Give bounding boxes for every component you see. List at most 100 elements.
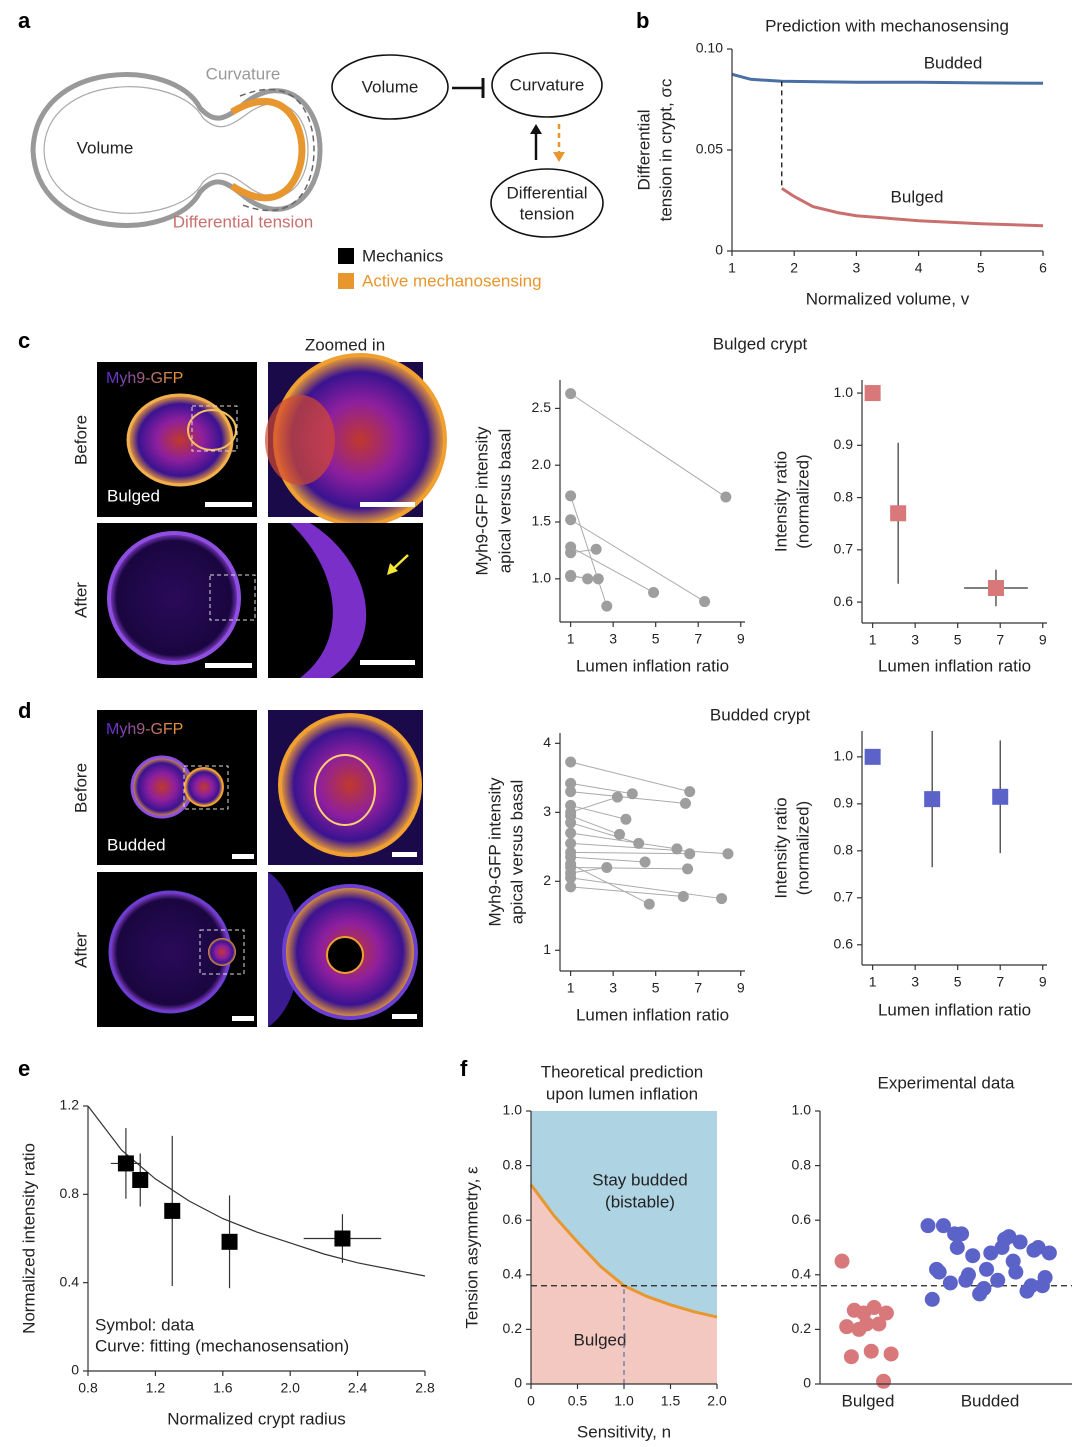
node-label: tension [520,204,575,223]
pair-link [570,546,654,593]
node-label: Differential [507,183,588,202]
point [871,1316,887,1332]
y-tick-label: 0.6 [834,593,854,609]
shape-label: Bulged [107,486,160,505]
point [958,1272,974,1288]
arrowhead [387,563,398,575]
series-label: Bulged [891,187,944,206]
point-after [677,890,689,902]
point [883,1346,899,1362]
x-tick-label: 5 [977,260,985,276]
schematic-label: Curvature [206,64,281,83]
point-before [565,786,577,798]
pair-link [570,393,727,498]
y-tick-label: 0.8 [792,1156,812,1172]
y-tick-label: 0.4 [503,1266,523,1282]
chart-title: Experimental data [877,1073,1015,1092]
point [947,1226,963,1242]
x-tick-label: 1 [728,260,736,276]
crypt-lumen [326,936,364,974]
point [924,791,941,808]
point [1001,1229,1017,1245]
scale-bar [392,1014,417,1019]
x-axis-label: Lumen inflation ratio [576,1005,729,1024]
point-before [565,881,577,893]
curvature-arc [239,88,315,212]
row-label: After [71,932,90,968]
node [491,52,603,118]
y-axis-label: (normalized) [793,454,812,548]
point [864,748,881,765]
point-after [601,600,613,612]
point-after [679,797,691,809]
pair-link [570,856,646,863]
point [1041,1245,1057,1261]
scale-bar [392,852,417,857]
panel-label: b [636,8,649,33]
pair-link [570,886,684,897]
y-axis-label: (normalized) [793,801,812,895]
point-after [626,788,638,800]
point [949,1240,965,1255]
y-tick-label: 0 [803,1375,811,1391]
region-lower [531,1184,717,1384]
point-after [601,862,613,874]
annotation: Symbol: data [95,1315,195,1334]
line [780,187,1044,228]
y-axis-label: Intensity ratio [771,451,790,552]
x-tick-label: 2.0 [707,1393,727,1409]
panel-label: c [18,328,30,353]
point [1023,1278,1039,1294]
point [856,1305,872,1321]
pair-link [570,519,705,602]
point-before [565,388,577,400]
point-after [639,856,651,868]
point-after [684,848,696,860]
x-tick-label: 6 [1039,260,1047,276]
scale-bar [232,854,254,859]
crypt-lumen [314,754,376,826]
x-tick-label: 5 [954,974,962,990]
x-tick-label: 3 [609,631,617,647]
legend-label: Active mechanosensing [362,271,542,290]
pair-link [570,782,633,795]
flow-diagram [331,52,604,238]
point-after [611,791,623,803]
point [878,1305,894,1321]
point-before [565,547,577,559]
scale-bar [360,502,415,507]
pair-link [570,867,688,870]
point-after [592,573,604,585]
x-tick-label: 9 [737,980,745,996]
y-tick-label: 0.9 [834,436,854,452]
pair-link [570,761,690,793]
x-tick-label: 1 [869,632,877,648]
micrographs-d [97,710,423,1027]
legend-swatch [338,273,354,289]
point [851,1321,867,1337]
point-before [565,756,577,768]
x-axis-label: Lumen inflation ratio [878,656,1031,675]
point [965,1248,981,1264]
crypt [208,938,236,966]
pair-link [570,851,690,855]
point-after [620,813,632,825]
y-tick-label: 0.2 [792,1320,812,1336]
point-after [671,843,683,855]
panel-label: a [18,8,31,33]
point [942,1275,958,1291]
y-axis-label: Myh9-GFP intensity [485,777,504,926]
point-after [582,573,594,585]
scale-bar [232,1016,254,1021]
x-tick-label: 2 [790,260,798,276]
crypt-zoom [278,713,422,857]
x-tick-label: 1.5 [661,1393,681,1409]
point [979,1261,995,1277]
x-tick-label: 3 [911,974,919,990]
point-after [684,786,696,798]
point [987,579,1004,596]
x-tick-label: 5 [652,980,660,996]
region-label: (bistable) [605,1192,675,1211]
point [876,1373,892,1389]
